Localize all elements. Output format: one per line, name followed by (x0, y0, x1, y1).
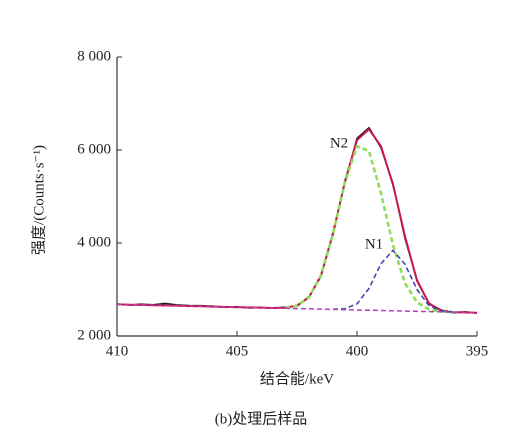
x-tick-label: 405 (226, 343, 249, 359)
caption: (b)处理后样品 (215, 410, 308, 427)
x-axis-label: 结合能/keV (260, 370, 334, 387)
y-tick-label: 4 000 (77, 234, 111, 250)
series-line (116, 128, 478, 314)
y-tick-label: 8 000 (77, 48, 111, 64)
y-axis-label: 强度/(Counts·s⁻¹) (30, 145, 47, 255)
x-tick-label: 410 (106, 343, 129, 359)
y-tick-label: 2 000 (77, 327, 111, 343)
x-tick-label: 400 (346, 343, 369, 359)
peak-label: N1 (365, 236, 383, 252)
series-line (284, 144, 454, 314)
series-line (116, 303, 478, 314)
series-line (116, 126, 478, 314)
peak-label: N2 (330, 135, 348, 151)
series-line (332, 249, 454, 313)
y-tick-label: 6 000 (77, 141, 111, 157)
x-tick-label: 395 (466, 343, 489, 359)
